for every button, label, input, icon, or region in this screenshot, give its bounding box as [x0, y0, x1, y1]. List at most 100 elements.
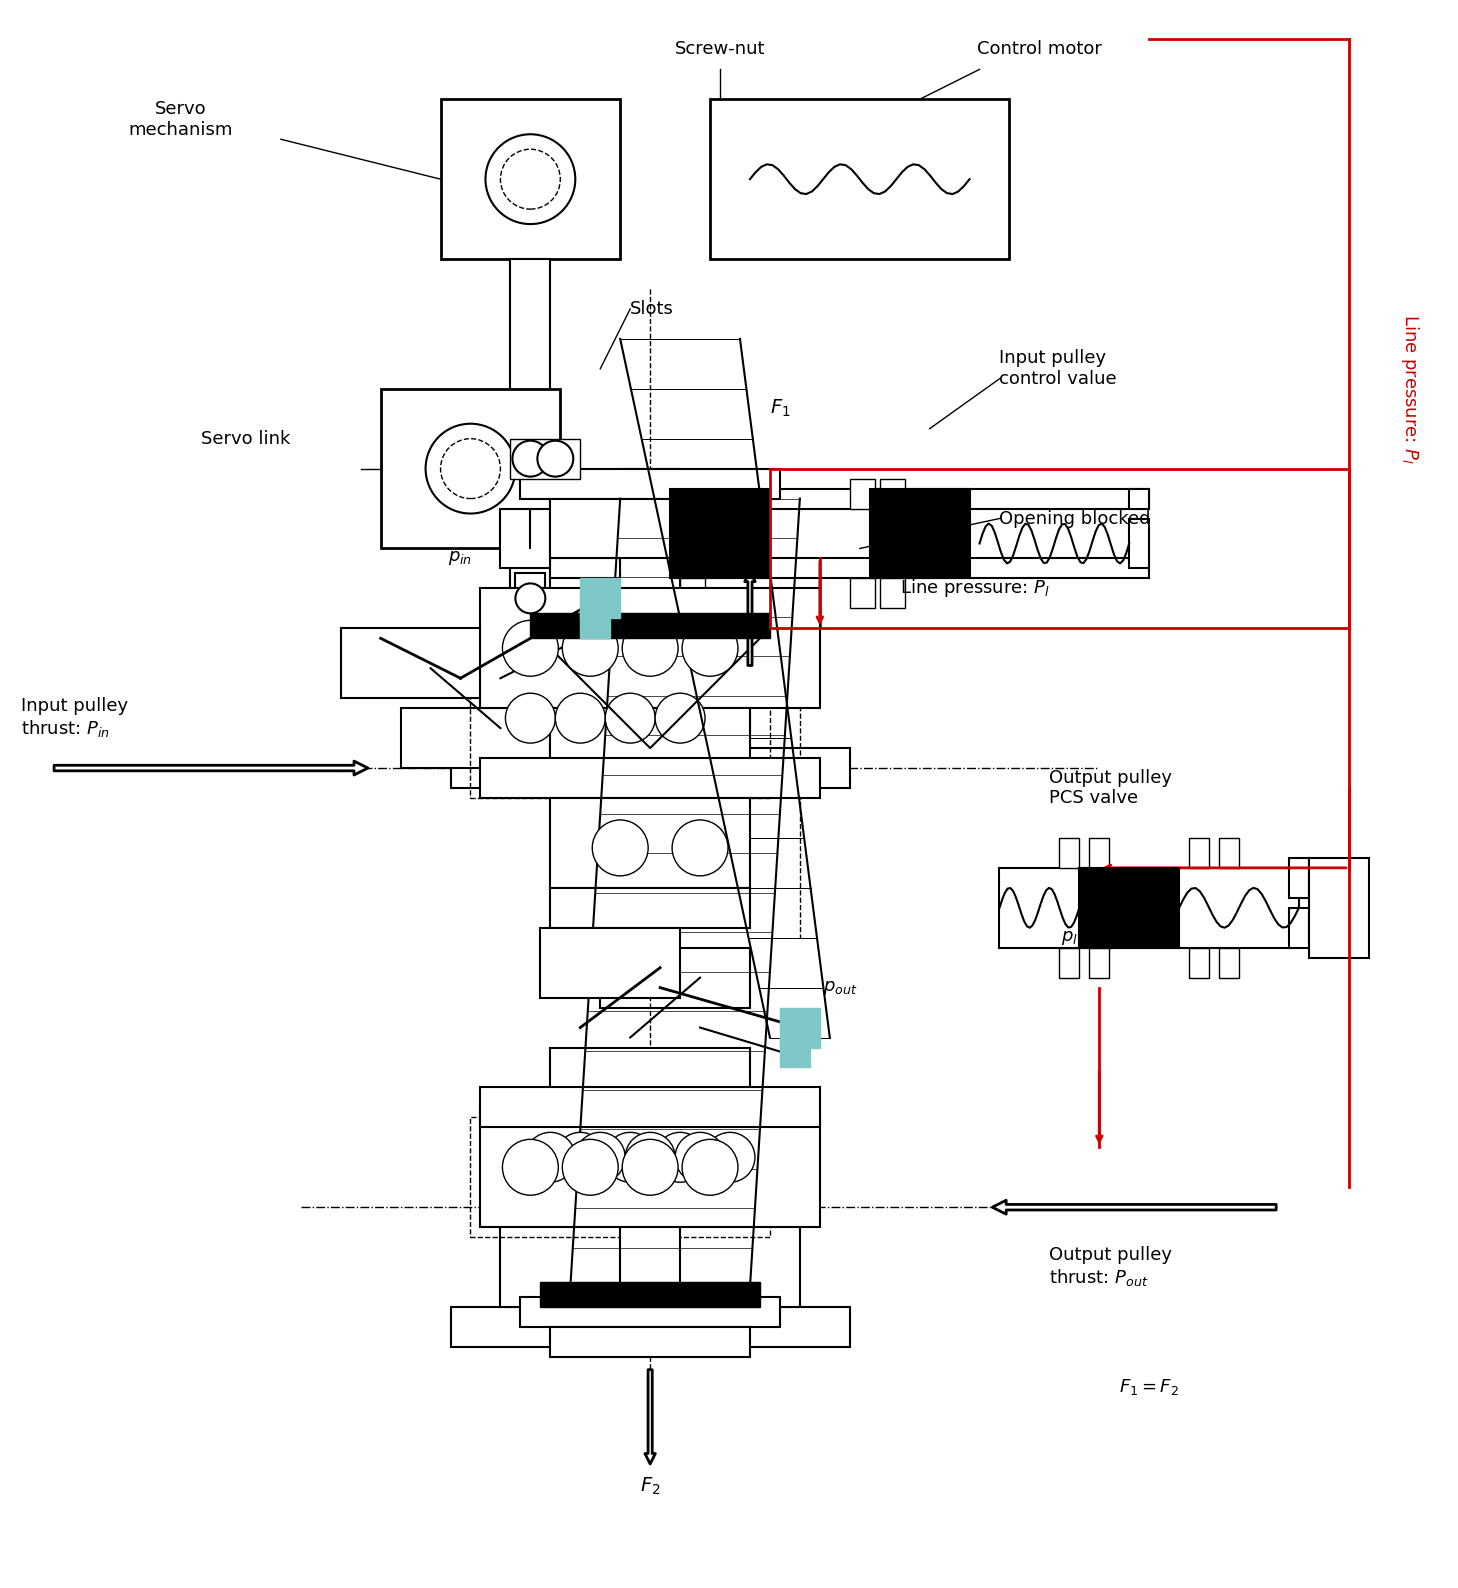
Text: Output pulley
thrust: $P_{out}$: Output pulley thrust: $P_{out}$	[1050, 1247, 1172, 1288]
Polygon shape	[580, 608, 611, 638]
Circle shape	[672, 819, 728, 877]
Bar	[550, 524, 601, 548]
Circle shape	[506, 694, 555, 743]
Circle shape	[503, 1139, 558, 1196]
Bar	[531, 613, 770, 638]
Bar	[1130, 489, 1149, 508]
Text: $F_2$: $F_2$	[640, 1475, 660, 1497]
Text: $p_{in}$: $p_{in}$	[449, 549, 472, 567]
Polygon shape	[780, 1008, 819, 1048]
Bar	[500, 1188, 800, 1307]
Circle shape	[682, 1139, 738, 1196]
Bar	[500, 508, 550, 569]
Bar	[481, 589, 819, 708]
Polygon shape	[780, 1037, 809, 1067]
Text: $F_1$: $F_1$	[770, 399, 790, 419]
Circle shape	[592, 819, 649, 877]
Bar	[481, 1107, 819, 1228]
Bar	[451, 1307, 850, 1347]
Text: Input pulley
thrust: $P_{in}$: Input pulley thrust: $P_{in}$	[22, 697, 128, 740]
Text: Control motor: Control motor	[977, 40, 1102, 59]
Bar	[679, 478, 706, 508]
Bar	[671, 489, 770, 578]
Bar	[550, 489, 1149, 508]
Bar	[521, 468, 780, 499]
Bar	[650, 578, 675, 608]
Text: Servo
mechanism: Servo mechanism	[128, 100, 233, 138]
Text: Line pressure: $P_l$: Line pressure: $P_l$	[900, 578, 1050, 599]
Bar	[1060, 948, 1079, 978]
Bar	[879, 478, 904, 508]
Bar	[710, 100, 1009, 259]
Circle shape	[625, 1132, 675, 1181]
Circle shape	[623, 1139, 678, 1196]
Bar	[1060, 838, 1079, 869]
Circle shape	[682, 621, 738, 676]
Bar	[650, 478, 675, 508]
Bar	[401, 708, 550, 769]
Text: Screw-nut: Screw-nut	[675, 40, 765, 59]
Bar	[770, 468, 1349, 629]
Text: Opening blocked: Opening blocked	[1000, 510, 1150, 527]
Bar	[1289, 858, 1309, 897]
Bar	[550, 888, 749, 927]
Bar	[1309, 858, 1369, 958]
Bar	[1190, 948, 1209, 978]
Bar	[1000, 869, 1299, 948]
Circle shape	[525, 1132, 576, 1181]
Polygon shape	[580, 578, 620, 618]
Bar	[550, 1328, 749, 1356]
Circle shape	[538, 441, 573, 476]
Bar	[620, 1107, 679, 1307]
Circle shape	[512, 441, 548, 476]
Bar	[1079, 869, 1180, 948]
Circle shape	[516, 583, 545, 613]
Bar	[601, 948, 749, 1008]
Bar	[550, 499, 749, 559]
Circle shape	[576, 1132, 625, 1181]
Bar	[1219, 838, 1239, 869]
Bar	[679, 578, 706, 608]
Circle shape	[706, 1132, 755, 1181]
Bar	[550, 559, 1149, 578]
Circle shape	[563, 621, 618, 676]
Text: Output pulley
PCS valve: Output pulley PCS valve	[1050, 769, 1172, 807]
Text: Input pulley
control value: Input pulley control value	[1000, 349, 1117, 387]
Bar	[521, 1297, 780, 1328]
Text: $F_1 = F_2$: $F_1 = F_2$	[1120, 1377, 1180, 1397]
Bar	[620, 468, 679, 769]
Bar	[1190, 838, 1209, 869]
Bar	[471, 678, 770, 799]
Bar	[471, 1118, 770, 1237]
Bar	[541, 927, 679, 997]
Circle shape	[655, 694, 706, 743]
Circle shape	[623, 621, 678, 676]
Circle shape	[555, 694, 605, 743]
Bar	[510, 548, 550, 688]
Bar	[510, 438, 580, 478]
Bar	[550, 1048, 749, 1107]
Bar	[381, 389, 560, 548]
Circle shape	[675, 1132, 725, 1181]
Circle shape	[555, 1132, 605, 1181]
Bar	[550, 629, 749, 748]
Bar	[550, 799, 749, 888]
Bar	[341, 629, 481, 699]
Bar	[451, 748, 850, 788]
Bar	[1089, 838, 1110, 869]
Circle shape	[655, 1132, 706, 1181]
Bar	[516, 573, 545, 603]
Bar	[510, 259, 550, 489]
Text: Servo link: Servo link	[201, 430, 290, 448]
Circle shape	[486, 135, 576, 224]
Bar	[440, 100, 620, 259]
Bar	[1130, 519, 1149, 569]
Bar	[850, 478, 875, 508]
Bar	[870, 489, 970, 578]
Bar	[850, 578, 875, 608]
Bar	[500, 1107, 800, 1207]
Bar	[481, 757, 819, 799]
Circle shape	[503, 621, 558, 676]
Text: $p_{out}$: $p_{out}$	[822, 978, 857, 997]
Bar	[1289, 908, 1309, 948]
